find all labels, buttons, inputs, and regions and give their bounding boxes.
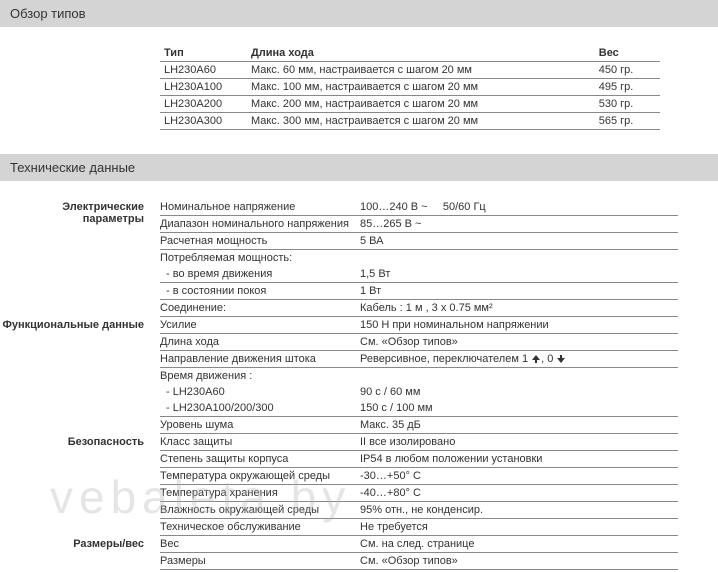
param-consumption: Потребляемая мощность: <box>160 252 360 264</box>
val-consumption-moving: 1,5 Вт <box>360 268 678 280</box>
param-nominal-voltage: Номинальное напряжение <box>160 201 360 213</box>
col-header-stroke: Длина хода <box>247 45 595 62</box>
cell-type: LH230A200 <box>160 96 247 113</box>
param-dimensions: Размеры <box>160 555 360 567</box>
param-consumption-idle: в состоянии покоя <box>178 285 266 297</box>
val-noise: Макс. 35 дБ <box>360 419 678 431</box>
val-runtime-a60: 90 с / 60 мм <box>360 386 678 398</box>
cell-weight: 565 гр. <box>595 113 660 130</box>
val-connection: Кабель : 1 м , 3 x 0.75 мм² <box>360 302 678 314</box>
table-row: LH230A300 Макс. 300 мм, настраивается с … <box>160 113 660 130</box>
param-runtime-other: LH230A100/200/300 <box>178 402 274 414</box>
val-direction: Реверсивное, переключателем 1 , 0 <box>360 353 678 365</box>
val-rated-power: 5 ВА <box>360 235 678 247</box>
col-header-weight: Вес <box>595 45 660 62</box>
arrow-up-icon <box>531 353 541 365</box>
param-connection: Соединение: <box>160 302 360 314</box>
cell-stroke: Макс. 100 мм, настраивается с шагом 20 м… <box>247 79 595 96</box>
param-voltage-range: Диапазон номинального напряжения <box>160 218 360 230</box>
group-label-functional: Функциональные данные <box>0 317 160 331</box>
val-storage-temp: -40…+80° C <box>360 487 678 499</box>
param-weight: Вес <box>160 538 360 550</box>
val-stroke: См. «Обзор типов» <box>360 336 678 348</box>
val-direction-text: Реверсивное, переключателем 1 <box>360 353 528 365</box>
group-label-dimensions: Размеры/вес <box>0 536 160 550</box>
cell-stroke: Макс. 60 мм, настраивается с шагом 20 мм <box>247 62 595 79</box>
val-consumption-idle: 1 Вт <box>360 285 678 297</box>
val-nominal-voltage: 100…240 В ~ 50/60 Гц <box>360 201 678 213</box>
val-voltage-range: 85…265 В ~ <box>360 218 678 230</box>
cell-stroke: Макс. 300 мм, настраивается с шагом 20 м… <box>247 113 595 130</box>
param-force: Усилие <box>160 319 360 331</box>
param-stroke: Длина хода <box>160 336 360 348</box>
param-protection-class: Класс защиты <box>160 436 360 448</box>
param-ambient-temp: Температура окружающей среды <box>160 470 360 482</box>
param-noise: Уровень шума <box>160 419 360 431</box>
cell-stroke: Макс. 200 мм, настраивается с шагом 20 м… <box>247 96 595 113</box>
cell-weight: 450 гр. <box>595 62 660 79</box>
val-runtime-other: 150 с / 100 мм <box>360 402 678 414</box>
val-dimensions: См. «Обзор типов» <box>360 555 678 567</box>
param-rated-power: Расчетная мощность <box>160 235 360 247</box>
arrow-down-icon <box>556 353 566 365</box>
col-header-type: Тип <box>160 45 247 62</box>
technical-data: Электрические параметры Номинальное напр… <box>0 199 718 570</box>
val-ambient-temp: -30…+50° C <box>360 470 678 482</box>
types-overview-table: Тип Длина хода Вес LH230A60 Макс. 60 мм,… <box>160 45 660 130</box>
param-consumption-moving: во время движения <box>178 268 272 280</box>
section-header-tech: Технические данные <box>0 154 718 181</box>
group-label-safety: Безопасность <box>0 434 160 448</box>
cell-type: LH230A100 <box>160 79 247 96</box>
table-row: LH230A60 Макс. 60 мм, настраивается с ша… <box>160 62 660 79</box>
cell-weight: 495 гр. <box>595 79 660 96</box>
cell-weight: 530 гр. <box>595 96 660 113</box>
param-direction: Направление движения штока <box>160 353 360 365</box>
cell-type: LH230A60 <box>160 62 247 79</box>
val-housing: IP54 в любом положении установки <box>360 453 678 465</box>
table-header-row: Тип Длина хода Вес <box>160 45 660 62</box>
param-humidity: Влажность окружающей среды <box>160 504 360 516</box>
section-header-types: Обзор типов <box>0 0 718 27</box>
group-label-electrical: Электрические параметры <box>0 199 160 225</box>
param-storage-temp: Температура хранения <box>160 487 360 499</box>
table-row: LH230A200 Макс. 200 мм, настраивается с … <box>160 96 660 113</box>
val-direction-sep: , 0 <box>541 353 553 365</box>
table-row: LH230A100 Макс. 100 мм, настраивается с … <box>160 79 660 96</box>
val-humidity: 95% отн., не конденсир. <box>360 504 678 516</box>
val-protection-class: II все изолировано <box>360 436 678 448</box>
param-housing: Степень защиты корпуса <box>160 453 360 465</box>
cell-type: LH230A300 <box>160 113 247 130</box>
param-runtime-a60: LH230A60 <box>178 386 225 398</box>
param-maintenance: Техническое обслуживание <box>160 521 360 533</box>
val-force: 150 Н при номинальном напряжении <box>360 319 678 331</box>
param-runtime: Время движения : <box>160 370 360 382</box>
val-weight: См. на след. странице <box>360 538 678 550</box>
val-maintenance: Не требуется <box>360 521 678 533</box>
